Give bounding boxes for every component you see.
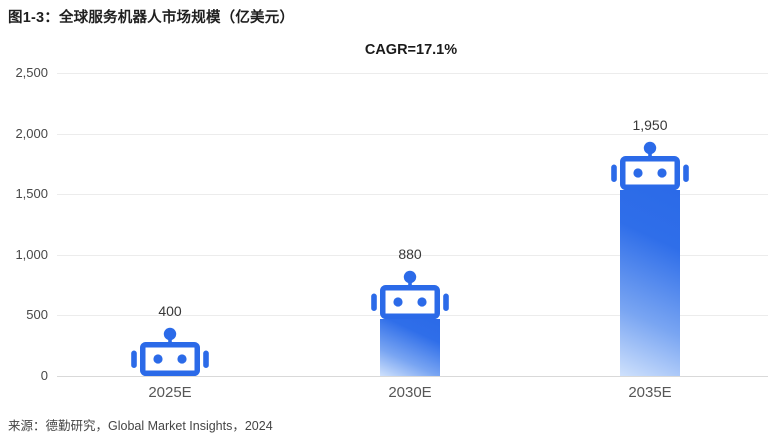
robot-head-icon [611,141,689,190]
bar-segment [620,190,680,376]
y-axis-tick-label: 1,500 [15,186,48,201]
y-axis-tick-label: 0 [40,368,48,383]
bar-2030E: 880 [366,246,454,376]
y-axis-tick-label: 1,000 [15,247,48,262]
x-axis-baseline [57,376,768,377]
bar-value-label: 1,950 [632,117,668,133]
robot-head-icon [371,270,449,319]
bar-2025E: 400 [126,303,214,376]
gridline [57,194,768,195]
chart-title: 图1-3：全球服务机器人市场规模（亿美元） [8,10,295,26]
x-axis-label-2030E: 2030E [388,384,432,401]
robot-head-icon [131,327,209,376]
y-axis-tick-label: 2,500 [15,65,48,80]
y-axis-tick-label: 500 [26,307,48,322]
bar-value-label: 400 [158,303,182,319]
cagr-annotation: CAGR=17.1% [364,42,458,58]
x-axis-label-2035E: 2035E [628,384,672,401]
bar-segment [380,319,440,376]
bar-value-label: 880 [398,246,422,262]
gridline [57,255,768,256]
gridline [57,134,768,135]
bar-2035E: 1,950 [606,117,694,376]
source-note: 来源：德勤研究，Global Market Insights，2024 [8,419,273,433]
gridline [57,73,768,74]
x-axis-label-2025E: 2025E [148,384,192,401]
y-axis-tick-label: 2,000 [15,126,48,141]
